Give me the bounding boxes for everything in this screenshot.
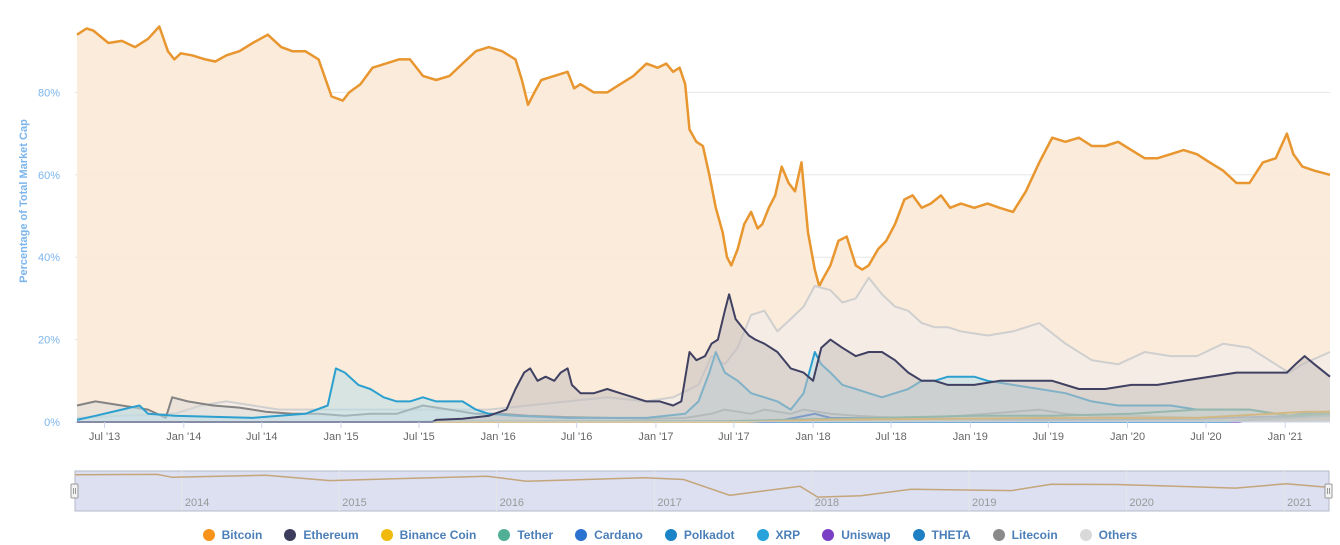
legend-item-polkadot[interactable]: Polkadot bbox=[664, 528, 735, 542]
navigator-year-label: 2019 bbox=[972, 497, 996, 509]
x-tick-label: Jan '18 bbox=[796, 431, 831, 443]
navigator-year-label: 2021 bbox=[1287, 497, 1311, 509]
legend-swatch bbox=[912, 529, 925, 541]
x-tick-label: Jul '15 bbox=[403, 431, 434, 443]
legend-item-xrp[interactable]: XRP bbox=[756, 528, 801, 542]
legend-label: Tether bbox=[517, 528, 554, 542]
navigator[interactable]: 2014 2015 2016 2017 2018 2019 2020 2021 bbox=[70, 470, 1333, 512]
y-tick-label: 40% bbox=[38, 252, 60, 264]
y-tick-label: 0% bbox=[44, 417, 60, 429]
navigator-mask[interactable] bbox=[74, 470, 1330, 512]
legend-label: Binance Coin bbox=[399, 528, 477, 542]
legend-swatch bbox=[1079, 529, 1092, 541]
x-tick-label: Jan '20 bbox=[1110, 431, 1145, 443]
navigator-year-label: 2020 bbox=[1129, 497, 1153, 509]
legend-swatch bbox=[380, 529, 393, 541]
legend-label: Polkadot bbox=[683, 528, 735, 542]
x-tick-label: Jan '19 bbox=[953, 431, 988, 443]
legend-label: Litecoin bbox=[1011, 528, 1058, 542]
legend-swatch bbox=[575, 529, 588, 541]
legend-item-cardano[interactable]: Cardano bbox=[575, 528, 643, 542]
legend-label: Bitcoin bbox=[221, 528, 263, 542]
legend-swatch bbox=[822, 529, 835, 541]
navigator-year-label: 2016 bbox=[500, 497, 524, 509]
legend-label: Ethereum bbox=[303, 528, 359, 542]
legend-item-bitcoin[interactable]: Bitcoin bbox=[202, 528, 263, 542]
series-areas bbox=[76, 25, 1331, 423]
legend-item-others[interactable]: Others bbox=[1079, 528, 1138, 542]
series-line-ethereum bbox=[77, 293, 1331, 423]
x-tick-label: Jul '18 bbox=[875, 431, 906, 443]
y-tick-label: 80% bbox=[38, 87, 60, 99]
legend-item-binance-coin[interactable]: Binance Coin bbox=[380, 528, 477, 542]
y-tick-label: 60% bbox=[38, 170, 60, 182]
x-tick-label: Jul '13 bbox=[89, 431, 120, 443]
market-cap-dominance-chart: 0% 20% 40% 60% 80% Percentage of Total Marke… bbox=[18, 25, 1333, 512]
x-tick-label: Jan '17 bbox=[638, 431, 673, 443]
legend-label: THETA bbox=[931, 528, 971, 542]
x-tick-label: Jul '17 bbox=[718, 431, 749, 443]
legend-swatch bbox=[498, 529, 511, 541]
legend-label: Uniswap bbox=[841, 528, 891, 542]
x-axis-ticks: Jul '13 Jan '14 Jul '14 Jan '15 Jul '15 Jan '… bbox=[89, 422, 1303, 443]
x-tick-label: Jan '15 bbox=[323, 431, 358, 443]
x-tick-label: Jan '14 bbox=[166, 431, 201, 443]
x-tick-label: Jul '20 bbox=[1190, 431, 1221, 443]
legend-item-ethereum[interactable]: Ethereum bbox=[284, 528, 359, 542]
navigator-line bbox=[74, 473, 1330, 498]
navigator-year-label: 2014 bbox=[185, 497, 209, 509]
navigator-year-label: 2017 bbox=[657, 497, 681, 509]
series-area-ethereum bbox=[77, 294, 1330, 422]
legend-label: Cardano bbox=[594, 528, 643, 542]
navigator-year-label: 2015 bbox=[342, 497, 366, 509]
legend-swatch bbox=[992, 529, 1005, 541]
legend-swatch bbox=[284, 529, 297, 541]
legend-item-theta[interactable]: THETA bbox=[912, 528, 971, 542]
x-tick-label: Jan '16 bbox=[481, 431, 516, 443]
legend-swatch bbox=[202, 529, 215, 541]
series-line-bitcoin bbox=[76, 25, 1331, 288]
navigator-handle-right[interactable] bbox=[1324, 483, 1333, 499]
x-tick-label: Jan '21 bbox=[1268, 431, 1303, 443]
series-area-bitcoin bbox=[77, 26, 1330, 422]
x-tick-label: Jul '14 bbox=[246, 431, 277, 443]
legend-swatch bbox=[756, 529, 769, 541]
legend-swatch bbox=[664, 529, 677, 541]
legend-label: Others bbox=[1098, 528, 1138, 542]
y-axis-label: Percentage of Total Market Cap bbox=[18, 119, 30, 283]
y-axis-tick-labels: 0% 20% 40% 60% 80% bbox=[38, 87, 60, 429]
navigator-handle-left[interactable] bbox=[70, 483, 79, 499]
x-tick-label: Jul '16 bbox=[561, 431, 592, 443]
x-tick-label: Jul '19 bbox=[1033, 431, 1064, 443]
legend-item-litecoin[interactable]: Litecoin bbox=[992, 528, 1058, 542]
legend-label: XRP bbox=[775, 528, 801, 542]
navigator-year-label: 2018 bbox=[815, 497, 839, 509]
legend-item-uniswap[interactable]: Uniswap bbox=[822, 528, 891, 542]
legend-item-tether[interactable]: Tether bbox=[498, 528, 553, 542]
y-tick-label: 20% bbox=[38, 335, 60, 347]
legend: Bitcoin Ethereum Binance Coin Tether Cardano… bbox=[0, 526, 1340, 544]
